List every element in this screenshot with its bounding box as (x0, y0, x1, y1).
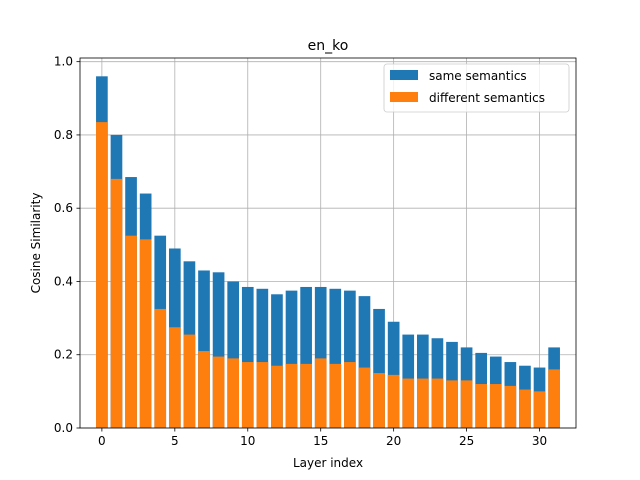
y-tick-label: 0.2 (54, 348, 73, 362)
legend-swatch-different-semantics (390, 92, 418, 102)
bar-different-semantics (387, 374, 400, 428)
x-tick-label: 30 (532, 434, 547, 448)
bar-same-semantics (198, 270, 210, 428)
y-tick-label: 0.0 (54, 421, 73, 435)
x-tick-label: 0 (98, 434, 106, 448)
bar-different-semantics (344, 362, 356, 428)
bar-same-semantics (227, 281, 240, 428)
bar-different-semantics (125, 235, 137, 428)
bar-different-semantics (300, 363, 312, 428)
x-ticks: 0 5 10 15 20 25 30 (98, 428, 547, 448)
bar-same-semantics (358, 296, 371, 428)
legend-swatch-same-semantics (390, 70, 418, 80)
x-tick-label: 20 (386, 434, 401, 448)
bars (96, 76, 560, 428)
bar-different-semantics (460, 380, 473, 428)
legend: same semantics different semantics (383, 63, 570, 113)
bar-different-semantics (285, 363, 298, 428)
bar-same-semantics (344, 290, 356, 428)
bar-same-semantics (285, 290, 298, 428)
bar-different-semantics (183, 334, 196, 428)
x-axis-label: Layer index (293, 456, 363, 470)
y-tick-label: 0.6 (54, 201, 73, 215)
bar-different-semantics (329, 363, 342, 428)
bar-different-semantics (110, 178, 123, 428)
bar-different-semantics (431, 378, 444, 428)
bar-same-semantics (241, 286, 254, 428)
legend-box (383, 63, 570, 113)
bar-different-semantics (373, 373, 385, 428)
chart-title: en_ko (308, 38, 349, 54)
bar-same-semantics (329, 288, 342, 428)
bar-same-semantics (300, 286, 312, 428)
bar-different-semantics (256, 362, 269, 428)
x-tick-label: 10 (240, 434, 255, 448)
y-ticks: 0.0 0.2 0.4 0.6 0.8 1.0 (54, 55, 80, 435)
bar-same-semantics (373, 308, 385, 428)
bar-different-semantics (489, 384, 502, 428)
y-tick-label: 0.8 (54, 128, 73, 142)
bar-different-semantics (212, 356, 225, 428)
bar-different-semantics (139, 239, 152, 428)
legend-label-different-semantics: different semantics (429, 91, 545, 105)
x-tick-label: 25 (459, 434, 474, 448)
bar-different-semantics (314, 358, 327, 428)
bar-same-semantics (212, 272, 225, 428)
bar-different-semantics (504, 385, 517, 428)
bar-different-semantics (198, 351, 210, 428)
x-tick-label: 5 (171, 434, 179, 448)
y-tick-label: 0.4 (54, 274, 73, 288)
bar-different-semantics (402, 378, 415, 428)
bar-different-semantics (227, 358, 240, 428)
bar-different-semantics (519, 389, 531, 428)
bar-different-semantics (475, 384, 488, 428)
bar-different-semantics (548, 369, 560, 428)
bar-different-semantics (168, 327, 181, 428)
bar-different-semantics (533, 391, 546, 428)
x-tick-label: 15 (313, 434, 328, 448)
bar-different-semantics (358, 367, 371, 428)
bar-same-semantics (256, 288, 269, 428)
bar-different-semantics (446, 380, 458, 428)
y-tick-label: 1.0 (54, 55, 73, 69)
bar-different-semantics (416, 378, 429, 428)
bar-same-semantics (314, 286, 327, 428)
y-axis-label: Cosine Similarity (29, 193, 43, 294)
bar-different-semantics (271, 365, 283, 428)
bar-different-semantics (241, 362, 254, 428)
legend-label-same-semantics: same semantics (429, 69, 527, 83)
plot-frame (79, 57, 577, 429)
bar-different-semantics (154, 308, 167, 428)
bar-different-semantics (96, 122, 108, 428)
bar-same-semantics (271, 294, 283, 428)
